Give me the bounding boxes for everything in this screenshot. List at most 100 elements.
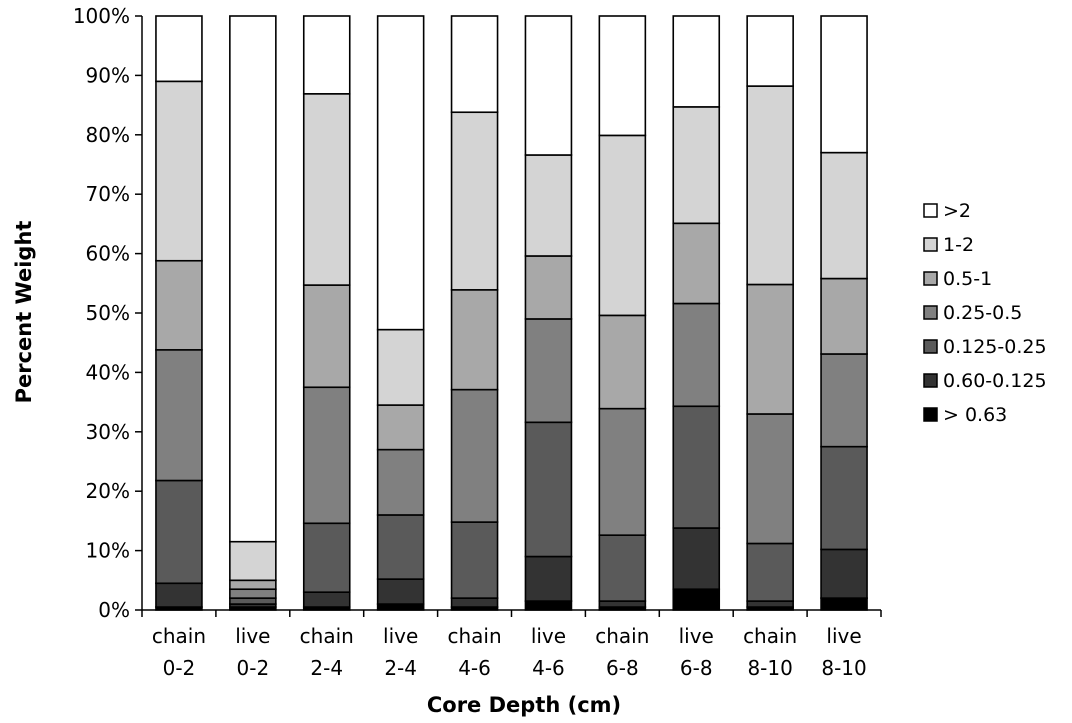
bar-segment-3-1 [376, 578, 425, 605]
bar-segment-7-6 [672, 15, 721, 108]
legend: >2 1-2 0.5-1 0.25-0.5 0.125-0.25 0.60-0.125 > … [923, 200, 1047, 426]
bar-segment-3-0 [376, 603, 425, 611]
bar-segment-0-2 [155, 479, 203, 585]
bar-segment-7-4 [672, 222, 721, 305]
y-tick-label: 50% [86, 301, 130, 325]
bar-segment-9-1 [820, 548, 868, 599]
x-axis-title: Core Depth (cm) [427, 693, 621, 717]
bar-segment-0-6 [155, 15, 203, 83]
bar-segment-1-2 [229, 597, 277, 605]
bar-segment-6-3 [598, 407, 647, 536]
bar-segment-9-2 [820, 445, 868, 551]
x-tick-label-line1: chain [595, 624, 649, 648]
bar-segment-3-4 [376, 404, 425, 451]
x-tick-label-line1: live [679, 624, 714, 648]
bar-segment-6-6 [598, 15, 647, 137]
y-tick-label: 30% [86, 420, 130, 444]
bar-segment-7-0 [672, 588, 721, 611]
bar-segment-7-1 [672, 527, 721, 591]
x-tick-label-line2: 2-4 [310, 656, 343, 680]
y-tick-label: 100% [73, 4, 130, 28]
bar-segment-4-5 [450, 111, 499, 291]
y-tick-label: 40% [86, 360, 130, 384]
legend-label: 0.25-0.5 [943, 302, 1022, 324]
bar-segment-6-4 [598, 314, 647, 410]
y-tick-label: 80% [86, 123, 130, 147]
legend-swatch [923, 203, 938, 218]
bar-segment-8-4 [746, 283, 794, 415]
bar-segment-4-1 [450, 597, 499, 608]
x-tick-label-line2: 0-2 [237, 656, 270, 680]
bar-segment-9-0 [820, 597, 868, 611]
bar-segment-9-5 [820, 151, 868, 280]
bar-segment-4-4 [450, 289, 499, 391]
x-tick-label-line2: 6-8 [606, 656, 639, 680]
bar-segment-1-5 [229, 540, 277, 582]
y-axis: 0% 10% 20% 30% 40% 50% 60% 70% 80% 90% 100% [73, 4, 143, 622]
legend-swatch [923, 339, 938, 354]
bar-segment-7-3 [672, 302, 721, 408]
x-tick-label-line2: 4-6 [458, 656, 491, 680]
bar-segment-2-1 [302, 591, 351, 608]
legend-label: 0.125-0.25 [943, 336, 1047, 358]
x-tick-label-line1: chain [300, 624, 354, 648]
bar-segment-2-4 [302, 284, 351, 389]
bar-segment-5-1 [524, 555, 573, 602]
legend-swatch [923, 407, 938, 422]
x-tick-label-line2: 8-10 [821, 656, 866, 680]
legend-label: 0.60-0.125 [943, 370, 1047, 392]
bar-segment-3-6 [376, 15, 425, 331]
bar-segment-5-5 [524, 154, 573, 257]
legend-label: > 0.63 [943, 404, 1007, 426]
bar-segment-3-5 [376, 328, 425, 406]
bar-segment-3-3 [376, 448, 425, 516]
bar-segment-6-1 [598, 600, 647, 608]
x-tick-label-line2: 8-10 [747, 656, 792, 680]
bar-segment-0-4 [155, 259, 203, 351]
bar-segment-0-5 [155, 80, 203, 262]
bar-segment-1-6 [229, 15, 277, 543]
bar-segment-5-3 [524, 318, 573, 424]
bar-segment-9-3 [820, 353, 868, 448]
y-tick-label: 90% [86, 63, 130, 87]
bar-segment-8-2 [746, 542, 794, 602]
bars-group [155, 15, 868, 611]
x-tick-label-line2: 0-2 [163, 656, 196, 680]
x-tick-label-line2: 2-4 [384, 656, 417, 680]
x-tick-label-line2: 4-6 [532, 656, 565, 680]
y-axis-title: Percent Weight [12, 221, 36, 404]
y-tick-label: 10% [86, 539, 130, 563]
bar-segment-9-6 [820, 15, 868, 154]
legend-label: 1-2 [943, 234, 974, 256]
x-tick-label-line2: 6-8 [680, 656, 713, 680]
x-tick-label-line1: live [826, 624, 861, 648]
y-tick-label: 60% [86, 242, 130, 266]
bar-segment-1-3 [229, 588, 277, 599]
legend-swatch [923, 305, 938, 320]
bar-segment-7-5 [672, 106, 721, 225]
x-tick-label-line1: chain [447, 624, 501, 648]
bar-segment-7-2 [672, 405, 721, 529]
bar-segment-8-1 [746, 600, 794, 608]
y-tick-label: 0% [98, 598, 130, 622]
legend-swatch [923, 271, 938, 286]
bar-segment-3-2 [376, 514, 425, 580]
bar-segment-9-4 [820, 277, 868, 355]
legend-label: 0.5-1 [943, 268, 992, 290]
legend-swatch [923, 237, 938, 252]
bar-segment-8-5 [746, 85, 794, 286]
legend-swatch [923, 373, 938, 388]
x-tick-label-line1: chain [152, 624, 206, 648]
bar-segment-5-2 [524, 421, 573, 558]
legend-label: >2 [943, 200, 971, 222]
bar-segment-4-6 [450, 15, 499, 114]
bar-segment-0-1 [155, 582, 203, 608]
bar-segment-2-5 [302, 93, 351, 286]
x-tick-label-line1: live [383, 624, 418, 648]
bar-segment-5-6 [524, 15, 573, 156]
x-axis: chain 0-2 live 0-2 chain 2-4 live 2-4 chain 4-6 li… [141, 609, 882, 680]
bar-segment-5-0 [524, 600, 573, 611]
bar-segment-2-6 [302, 15, 351, 95]
bar-segment-2-2 [302, 522, 351, 593]
